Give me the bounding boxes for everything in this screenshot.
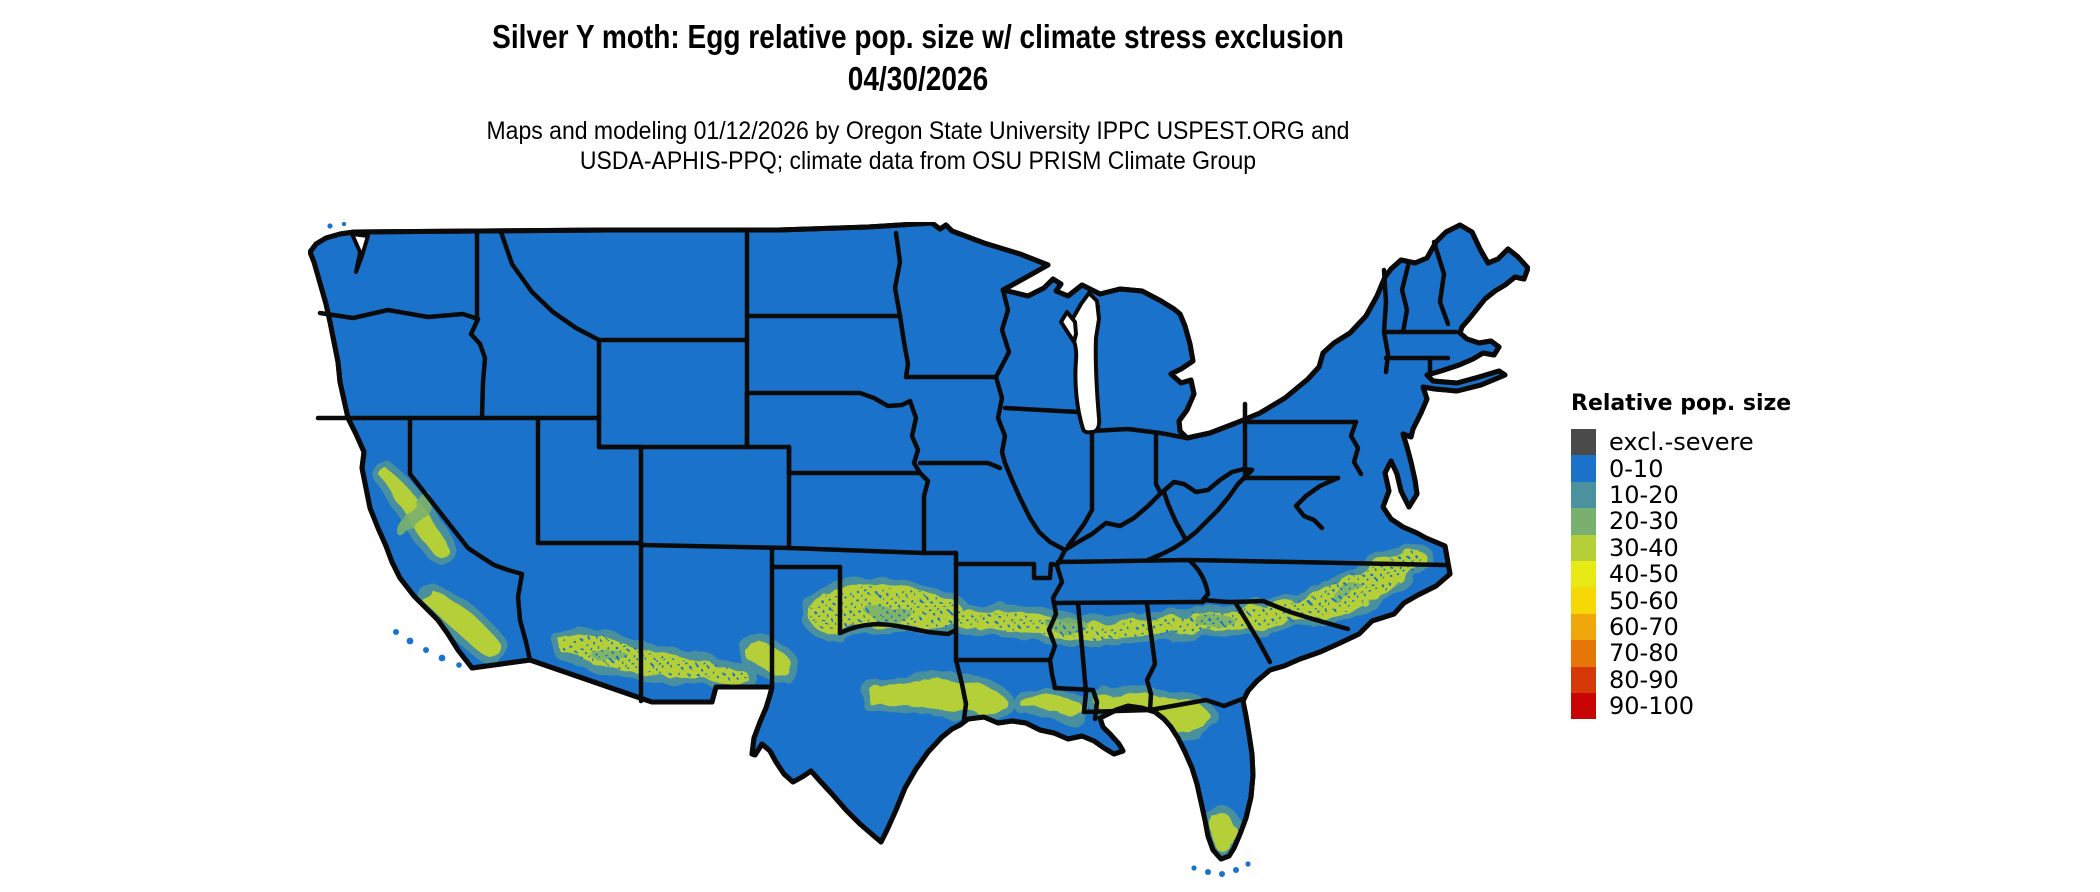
- map-title-date: 04/30/2026: [847, 60, 989, 97]
- us-map-svg: [308, 222, 1530, 877]
- legend-label: 30-40: [1609, 533, 1679, 562]
- legend-title: Relative pop. size: [1571, 391, 1792, 416]
- legend-swatch-80-90: [1571, 666, 1596, 693]
- legend-swatch-90-100: [1571, 692, 1596, 720]
- offshore-islands: [327, 222, 1251, 877]
- legend-item: 10-20: [1571, 480, 1791, 509]
- legend-item: 70-80: [1571, 639, 1791, 668]
- legend-label: excl.-severe: [1609, 428, 1754, 457]
- state-borders: [315, 229, 1459, 722]
- legend-label: 10-20: [1609, 480, 1679, 509]
- legend-item: 50-60: [1571, 586, 1791, 615]
- legend-label: 70-80: [1609, 639, 1679, 668]
- legend-label: 80-90: [1609, 665, 1679, 694]
- map-subtitle-block: Maps and modeling 01/12/2026 by Oregon S…: [449, 116, 1387, 176]
- legend-item: 60-70: [1571, 612, 1791, 641]
- legend-label: 60-70: [1609, 612, 1679, 641]
- map-title-block: Silver Y moth: Egg relative pop. size w/…: [417, 16, 1419, 100]
- us-map-canvas: [308, 222, 1530, 885]
- map-subtitle-line2: USDA-APHIS-PPQ; climate data from OSU PR…: [579, 147, 1257, 175]
- puget-sound: [350, 232, 370, 274]
- legend-rows: excl.-severe 0-10 10-20 20-30 30-40 40-50 50-6…: [1571, 428, 1791, 721]
- legend-swatch-50-60: [1571, 587, 1596, 614]
- legend-label: 0-10: [1609, 454, 1664, 483]
- legend-item: 80-90: [1571, 665, 1791, 694]
- legend-item: 40-50: [1571, 560, 1791, 589]
- legend-swatch-30-40: [1571, 534, 1596, 561]
- legend-item: 0-10: [1571, 454, 1791, 483]
- legend-swatch-20-30: [1571, 508, 1596, 535]
- legend-swatch-60-70: [1571, 613, 1596, 641]
- legend-item: 20-30: [1571, 507, 1791, 536]
- legend: Relative pop. size excl.-severe 0-10 10-20…: [1571, 391, 1792, 721]
- legend-label: 90-100: [1609, 692, 1695, 721]
- map-subtitle-line1: Maps and modeling 01/12/2026 by Oregon S…: [486, 117, 1350, 145]
- legend-label: 50-60: [1609, 586, 1679, 615]
- legend-swatch-10-20: [1571, 481, 1596, 509]
- legend-swatch-40-50: [1571, 560, 1596, 588]
- legend-label: 20-30: [1609, 507, 1679, 536]
- green-bay: [1059, 310, 1078, 344]
- legend-label: 40-50: [1609, 560, 1679, 589]
- legend-swatch-excl.-severe: [1571, 429, 1596, 456]
- legend-item: 30-40: [1571, 533, 1791, 562]
- suitability-band-layer: [373, 461, 1432, 859]
- legend-item: 90-100: [1571, 692, 1791, 721]
- band-speckle-overlay: [563, 550, 1424, 683]
- legend-item: excl.-severe: [1571, 428, 1791, 457]
- map-title-line1: Silver Y moth: Egg relative pop. size w/…: [492, 18, 1344, 55]
- legend-swatch-70-80: [1571, 640, 1596, 667]
- legend-swatch-0-10: [1571, 455, 1596, 482]
